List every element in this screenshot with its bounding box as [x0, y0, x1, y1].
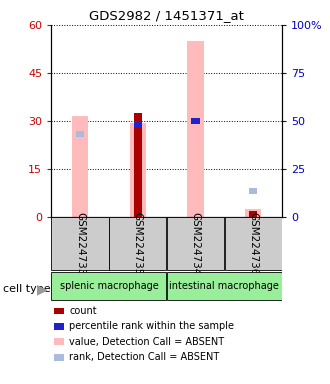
Bar: [191, 118, 200, 124]
Text: count: count: [69, 306, 97, 316]
FancyBboxPatch shape: [167, 272, 282, 300]
Bar: [130, 122, 146, 217]
Text: GSM224734: GSM224734: [190, 212, 201, 276]
Text: GSM224733: GSM224733: [75, 212, 85, 276]
FancyBboxPatch shape: [109, 217, 166, 270]
Text: splenic macrophage: splenic macrophage: [59, 281, 158, 291]
Bar: [134, 121, 142, 127]
Bar: [245, 209, 261, 217]
Text: value, Detection Call = ABSENT: value, Detection Call = ABSENT: [69, 337, 224, 347]
Bar: [72, 116, 88, 217]
Text: GSM224735: GSM224735: [133, 212, 143, 276]
Text: percentile rank within the sample: percentile rank within the sample: [69, 321, 234, 331]
Bar: [187, 41, 204, 217]
FancyBboxPatch shape: [167, 217, 224, 270]
Bar: [76, 131, 84, 137]
Text: rank, Detection Call = ABSENT: rank, Detection Call = ABSENT: [69, 352, 219, 362]
Bar: [249, 210, 257, 217]
Bar: [249, 189, 257, 194]
Title: GDS2982 / 1451371_at: GDS2982 / 1451371_at: [89, 9, 244, 22]
Text: intestinal macrophage: intestinal macrophage: [170, 281, 279, 291]
FancyBboxPatch shape: [51, 272, 166, 300]
FancyBboxPatch shape: [51, 217, 109, 270]
FancyBboxPatch shape: [225, 217, 282, 270]
Text: ▶: ▶: [37, 282, 48, 296]
Text: cell type: cell type: [3, 284, 51, 294]
Text: GSM224736: GSM224736: [248, 212, 258, 276]
Bar: [134, 113, 142, 217]
